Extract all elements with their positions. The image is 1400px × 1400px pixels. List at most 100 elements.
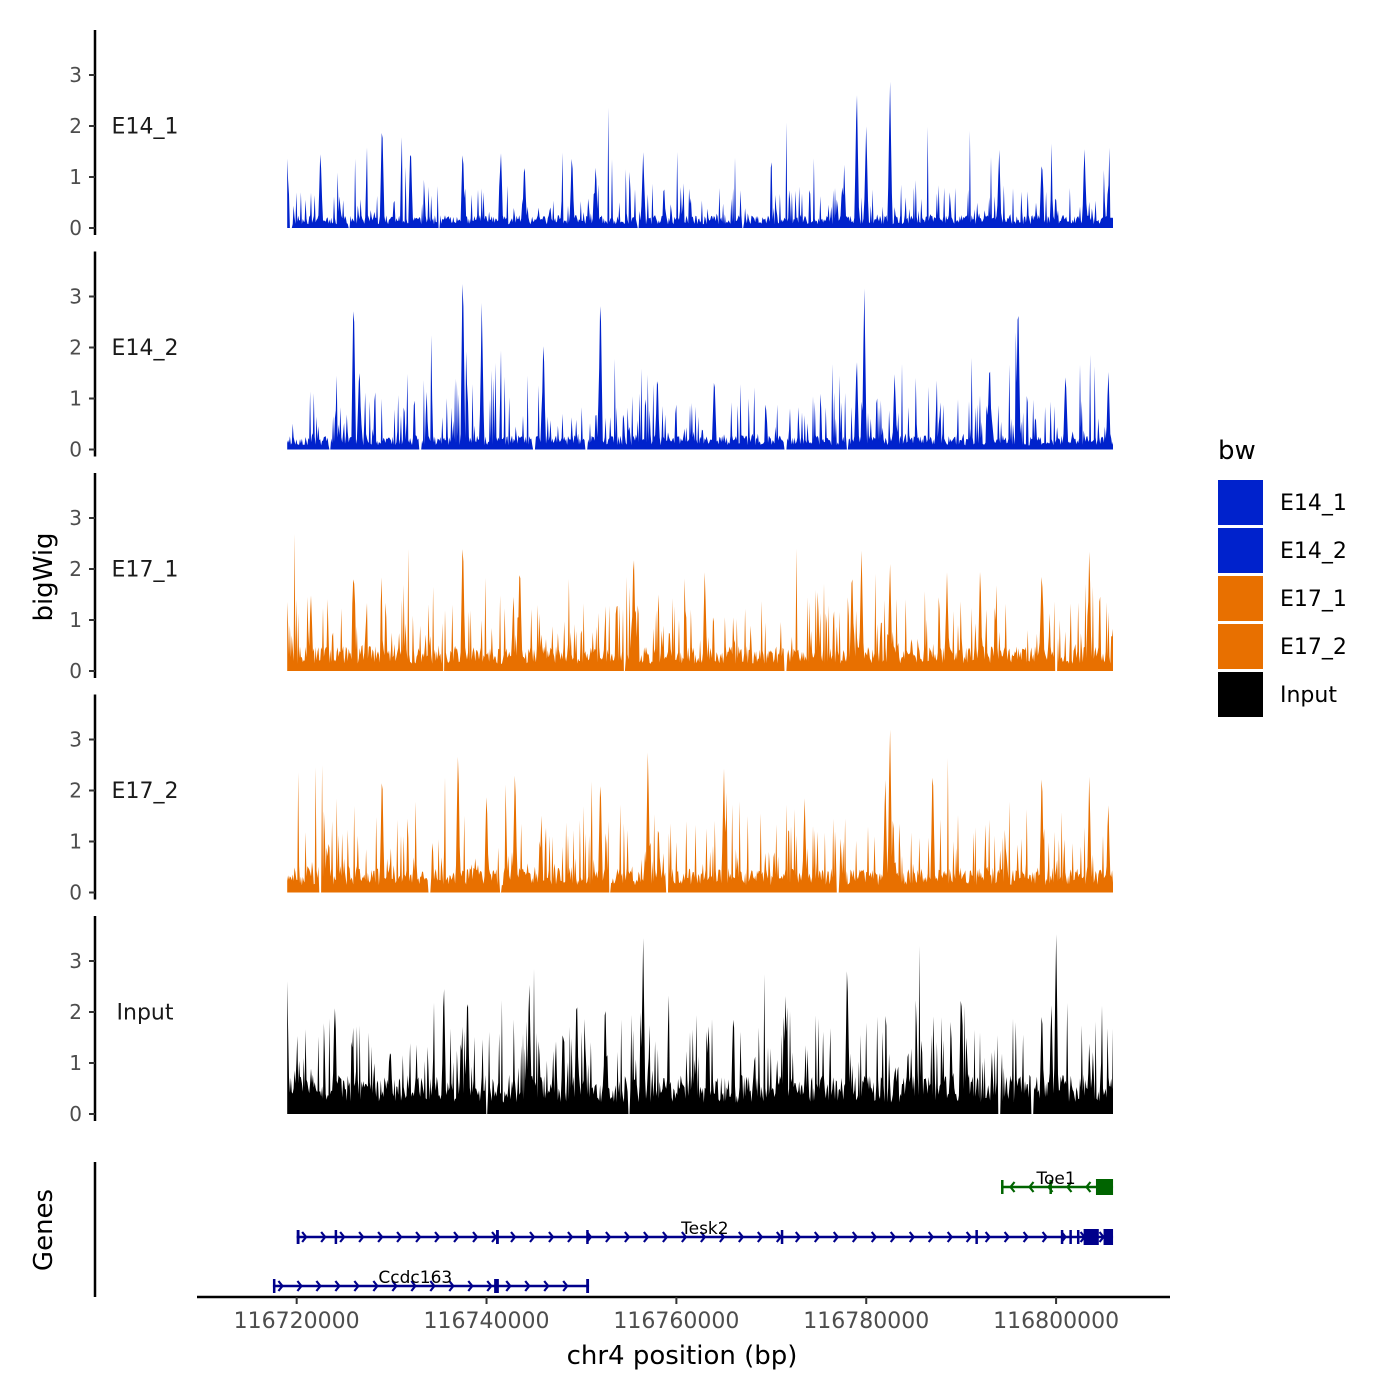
strand-arrow bbox=[1028, 1181, 1035, 1193]
y-tick-label: 3 bbox=[69, 285, 82, 309]
strand-arrow bbox=[396, 1231, 403, 1243]
y-tick-label: 2 bbox=[69, 1000, 82, 1024]
strand-arrow bbox=[320, 1231, 327, 1243]
panel-Input: 0 1 2 3 Input bbox=[69, 916, 1113, 1126]
strand-arrow bbox=[377, 1231, 384, 1243]
strand-arrow bbox=[908, 1231, 916, 1243]
y-tick-label: 2 bbox=[69, 557, 82, 581]
x-axis-title: chr4 position (bp) bbox=[567, 1341, 798, 1371]
exon bbox=[334, 1230, 338, 1244]
strand-arrow bbox=[429, 1280, 436, 1292]
strand-arrow bbox=[699, 1231, 707, 1243]
strand-arrow bbox=[1009, 1181, 1016, 1193]
track-label-E17_1: E17_1 bbox=[112, 558, 179, 583]
x-axis: 116720000 116740000 116760000 116780000 1168… bbox=[197, 1295, 1170, 1334]
track-label-E14_1: E14_1 bbox=[112, 115, 179, 140]
exon bbox=[1103, 1229, 1114, 1245]
legend-label-Input: Input bbox=[1280, 683, 1337, 708]
strand-arrow bbox=[543, 1280, 550, 1292]
y-tick-label: 2 bbox=[69, 779, 82, 803]
strand-arrow bbox=[334, 1280, 341, 1292]
strand-arrow bbox=[1003, 1231, 1011, 1243]
legend: bw E14_1 E14_2 E17_1 E17_2 Input bbox=[1218, 436, 1347, 717]
strand-arrow bbox=[889, 1231, 897, 1243]
legend-label-E14_2: E14_2 bbox=[1280, 539, 1347, 564]
y-tick-label: 3 bbox=[69, 728, 82, 752]
strand-arrow bbox=[1022, 1231, 1030, 1243]
x-tick-label: 116720000 bbox=[234, 1309, 360, 1334]
exon bbox=[1083, 1229, 1099, 1245]
legend-key-E14_1 bbox=[1218, 480, 1263, 525]
strand-arrow bbox=[448, 1280, 455, 1292]
strand-arrow bbox=[813, 1231, 821, 1243]
legend-label-E17_2: E17_2 bbox=[1280, 635, 1347, 660]
strand-arrow bbox=[353, 1280, 360, 1292]
coverage-area-E17_1 bbox=[287, 533, 1113, 671]
y-tick-label: 0 bbox=[69, 881, 82, 905]
legend-key-E17_1 bbox=[1218, 576, 1263, 621]
strand-arrow bbox=[984, 1231, 992, 1243]
strand-arrow bbox=[524, 1280, 531, 1292]
exon bbox=[272, 1279, 276, 1293]
coverage-area-E14_2 bbox=[287, 284, 1113, 450]
exon bbox=[586, 1230, 589, 1244]
legend-key-E14_2 bbox=[1218, 528, 1263, 573]
gene-label-Tesk2: Tesk2 bbox=[680, 1219, 728, 1239]
gene-label-Ccdc163: Ccdc163 bbox=[378, 1268, 452, 1288]
strand-arrow bbox=[510, 1231, 517, 1243]
exon bbox=[496, 1230, 499, 1244]
y-tick-label: 1 bbox=[69, 165, 82, 189]
strand-arrow bbox=[301, 1231, 308, 1243]
panel-E17_2: 0 1 2 3 E17_2 bbox=[69, 694, 1113, 905]
exon bbox=[1060, 1230, 1064, 1244]
legend-key-Input bbox=[1218, 672, 1263, 717]
strand-arrow bbox=[315, 1280, 322, 1292]
exon bbox=[1069, 1230, 1072, 1244]
genes-panel: Toe1 Tesk2 Ccdc163 bbox=[93, 1162, 1114, 1297]
coverage-panels: 0 1 2 3 E14_1 0 1 2 3 E14_2 0 1 2 3 E17_1 0 1 2 3 E17_2 0 1 2 3… bbox=[69, 30, 1113, 1126]
strand-arrow bbox=[372, 1280, 379, 1292]
y-tick-label: 1 bbox=[69, 1051, 82, 1075]
x-tick-label: 116780000 bbox=[803, 1309, 929, 1334]
strand-arrow bbox=[562, 1280, 569, 1292]
exon bbox=[586, 1279, 590, 1293]
strand-arrow bbox=[946, 1231, 954, 1243]
strand-arrow bbox=[794, 1231, 802, 1243]
strand-arrow bbox=[643, 1231, 650, 1243]
y-tick-label: 1 bbox=[69, 830, 82, 854]
strand-arrow bbox=[453, 1231, 460, 1243]
coverage-area-E14_1 bbox=[287, 81, 1113, 228]
exon bbox=[1095, 1179, 1114, 1195]
y-tick-label: 0 bbox=[69, 438, 82, 462]
panel-E14_1: 0 1 2 3 E14_1 bbox=[69, 30, 1113, 240]
strand-arrow bbox=[756, 1231, 764, 1243]
legend-key-E17_2 bbox=[1218, 624, 1263, 669]
strand-arrow bbox=[505, 1280, 512, 1292]
track-label-Input: Input bbox=[117, 1001, 174, 1026]
strand-arrow bbox=[529, 1231, 536, 1243]
strand-arrow bbox=[434, 1231, 441, 1243]
exon bbox=[1001, 1180, 1004, 1194]
strand-arrow bbox=[1066, 1181, 1073, 1193]
strand-arrow bbox=[391, 1280, 398, 1292]
y-tick-label: 3 bbox=[69, 63, 82, 87]
strand-arrow bbox=[358, 1231, 365, 1243]
y-tick-label: 0 bbox=[69, 1102, 82, 1126]
legend-label-E14_1: E14_1 bbox=[1280, 491, 1347, 516]
legend-title: bw bbox=[1218, 436, 1256, 466]
y-tick-label: 2 bbox=[69, 114, 82, 138]
legend-label-E17_1: E17_1 bbox=[1280, 587, 1347, 612]
x-tick-label: 116760000 bbox=[613, 1309, 739, 1334]
y-tick-label: 2 bbox=[69, 336, 82, 360]
track-label-E14_2: E14_2 bbox=[112, 336, 179, 361]
y-tick-label: 3 bbox=[69, 949, 82, 973]
strand-arrow bbox=[927, 1231, 935, 1243]
exon bbox=[1076, 1230, 1080, 1244]
strand-arrow bbox=[467, 1280, 474, 1292]
strand-arrow bbox=[296, 1280, 303, 1292]
strand-arrow bbox=[605, 1231, 612, 1243]
strand-arrow bbox=[662, 1231, 669, 1243]
y-tick-label: 1 bbox=[69, 387, 82, 411]
y-tick-label: 0 bbox=[69, 216, 82, 240]
